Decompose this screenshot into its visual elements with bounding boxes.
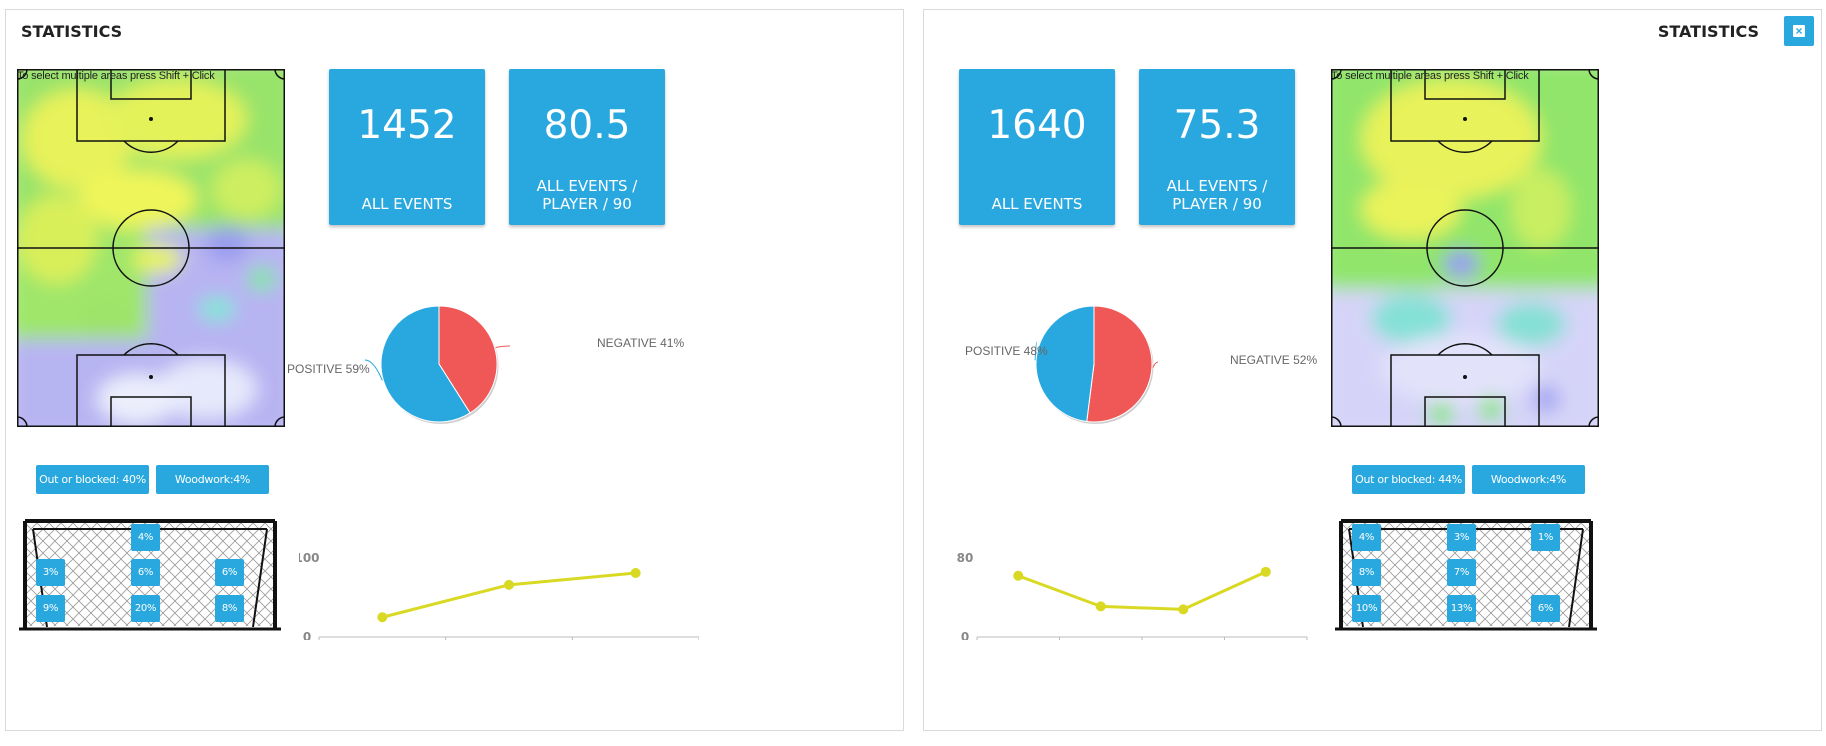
data-point [630, 568, 641, 579]
data-point [1178, 604, 1189, 615]
pie-negative-label: NEGATIVE 41% [597, 336, 685, 350]
panel-title: STATISTICS [1657, 22, 1759, 41]
pie-connector-positive [1034, 341, 1038, 361]
pie-connector-positive [364, 359, 383, 381]
statistics-panel-right: STATISTICS × 80 0 1640 ALL EVENTS 75.3 AL… [923, 9, 1822, 731]
pie-chart-svg [1034, 305, 1159, 424]
pie-positive-label: POSITIVE 48% [965, 344, 1048, 358]
pie-chart-right: POSITIVE 48% NEGATIVE 52% [964, 280, 1324, 440]
data-point [504, 579, 514, 590]
events-per-90-card: 75.3 ALL EVENTS / PLAYER / 90 [1139, 69, 1295, 225]
goal-zone-percentage[interactable]: 6% [215, 559, 244, 586]
heatmap-pitch[interactable]: To select multiple areas press Shift + C… [1331, 69, 1599, 427]
pie-negative-label: NEGATIVE 52% [1230, 353, 1318, 367]
events-per-90-card: 80.5 ALL EVENTS / PLAYER / 90 [509, 69, 665, 225]
goal-zone-percentage[interactable]: 8% [215, 595, 244, 622]
woodwork-button[interactable]: Woodwork:4% [156, 465, 269, 494]
trend-chart-left: 100 0 [294, 530, 700, 644]
woodwork-button[interactable]: Woodwork:4% [1472, 465, 1585, 494]
series-line [381, 571, 636, 619]
goal-zone-percentage[interactable]: 10% [1352, 595, 1381, 622]
series-line [1017, 570, 1267, 611]
trend-chart-svg: 80 0 [957, 551, 1308, 644]
goal-zone-percentage[interactable]: 3% [36, 559, 65, 586]
trend-chart-svg: 100 0 [294, 551, 700, 644]
pie-positive-label: POSITIVE 59% [287, 362, 370, 376]
goal-zone-percentage[interactable]: 1% [1531, 524, 1560, 551]
pie-connector-negative [1152, 361, 1159, 368]
pie-slice-negative [1086, 305, 1153, 423]
all-events-card: 1452 ALL EVENTS [329, 69, 485, 225]
close-button[interactable]: × [1784, 16, 1814, 46]
out-or-blocked-button[interactable]: Out or blocked: 40% [36, 465, 149, 494]
goal-zone-percentage[interactable]: 8% [1352, 559, 1381, 586]
goal-zone-percentage[interactable]: 13% [1447, 595, 1476, 622]
pie-slice-positive [380, 305, 471, 423]
y-tick-label-max: 100 [299, 551, 320, 565]
pie-slice-positive [1035, 305, 1095, 423]
pitch-hint: To select multiple areas press Shift + C… [17, 70, 215, 82]
goal-zone-percentage[interactable]: 20% [131, 595, 160, 622]
all-events-label: ALL EVENTS [991, 195, 1083, 213]
data-point [1260, 566, 1271, 577]
goal-zone-percentage[interactable]: 3% [1447, 524, 1476, 551]
all-events-value: 1640 [987, 103, 1087, 148]
goal-zone-percentage[interactable]: 6% [131, 559, 160, 586]
pie-chart-svg [364, 305, 511, 424]
goal-zone-percentage[interactable]: 7% [1447, 559, 1476, 586]
heatmap-pitch[interactable]: To select multiple areas press Shift + C… [17, 69, 285, 427]
events-per-90-value: 75.3 [1173, 103, 1261, 148]
goal-zone-percentage[interactable]: 4% [1352, 524, 1381, 551]
panel-title: STATISTICS [21, 22, 123, 41]
y-tick-label-max: 80 [957, 551, 973, 565]
y-tick-label-min: 0 [303, 630, 311, 640]
data-point [1095, 601, 1106, 612]
goal-zone-percentage[interactable]: 6% [1531, 595, 1560, 622]
goal-zone-percentage[interactable]: 4% [131, 524, 160, 551]
trend-chart-right: 80 0 [957, 530, 1357, 644]
events-per-90-label: ALL EVENTS / PLAYER / 90 [536, 177, 638, 213]
all-events-value: 1452 [357, 103, 457, 148]
statistics-panel-left: STATISTICS [5, 9, 904, 731]
all-events-label: ALL EVENTS [361, 195, 453, 213]
goal-zone-percentage[interactable]: 9% [36, 595, 65, 622]
goal-zones[interactable]: 4% 3% 1% 8% 7% 10% 13% 6% [1335, 517, 1597, 633]
events-per-90-label: ALL EVENTS / PLAYER / 90 [1166, 177, 1268, 213]
all-events-card: 1640 ALL EVENTS [959, 69, 1115, 225]
data-point [1013, 570, 1024, 581]
close-icon: × [1793, 25, 1805, 37]
pitch-hint: To select multiple areas press Shift + C… [1331, 70, 1529, 82]
pie-chart-left: POSITIVE 59% NEGATIVE 41% [286, 280, 736, 440]
out-or-blocked-button[interactable]: Out or blocked: 44% [1352, 465, 1465, 494]
data-point [377, 612, 388, 623]
events-per-90-value: 80.5 [543, 103, 631, 148]
goal-zones[interactable]: 4% 3% 6% 6% 9% 20% 8% [19, 517, 281, 633]
pie-connector-negative [495, 345, 511, 349]
y-tick-label-min: 0 [961, 630, 969, 640]
